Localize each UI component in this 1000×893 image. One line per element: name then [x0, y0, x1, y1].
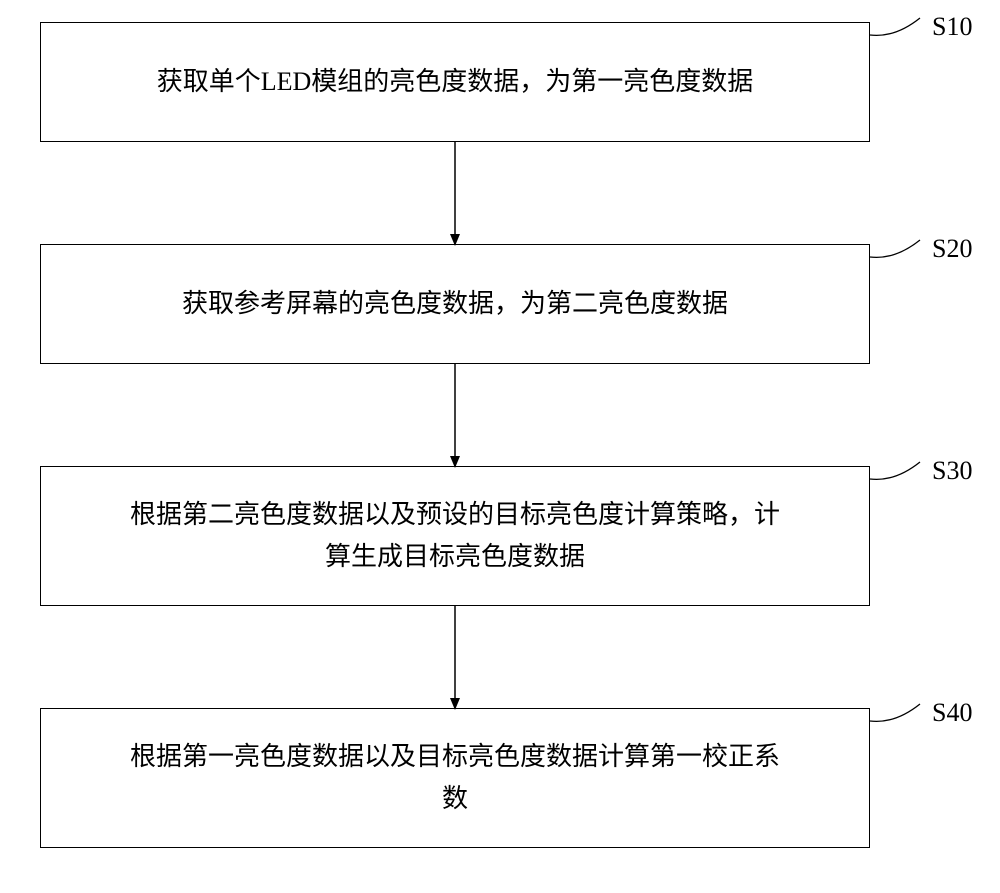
flowchart-label-s30: S30 [932, 456, 972, 486]
flowchart-label-s40: S40 [932, 698, 972, 728]
flowchart-node-s30-text: 根据第二亮色度数据以及预设的目标亮色度计算策略，计 算生成目标亮色度数据 [130, 494, 780, 577]
flowchart-callout-s40 [870, 704, 920, 721]
flowchart-node-s10-text: 获取单个LED模组的亮色度数据，为第一亮色度数据 [157, 61, 754, 103]
flowchart-callout-s20 [870, 240, 920, 257]
flowchart-node-s40: 根据第一亮色度数据以及目标亮色度数据计算第一校正系 数 [40, 708, 870, 848]
flowchart-label-s20: S20 [932, 234, 972, 264]
flowchart-callout-s10 [870, 18, 920, 35]
flowchart-node-s30: 根据第二亮色度数据以及预设的目标亮色度计算策略，计 算生成目标亮色度数据 [40, 466, 870, 606]
flowchart-callout-s30 [870, 462, 920, 479]
flowchart-canvas: 获取单个LED模组的亮色度数据，为第一亮色度数据 S10 获取参考屏幕的亮色度数… [0, 0, 1000, 893]
flowchart-label-s10: S10 [932, 12, 972, 42]
flowchart-node-s10: 获取单个LED模组的亮色度数据，为第一亮色度数据 [40, 22, 870, 142]
flowchart-node-s20-text: 获取参考屏幕的亮色度数据，为第二亮色度数据 [182, 283, 728, 325]
flowchart-node-s20: 获取参考屏幕的亮色度数据，为第二亮色度数据 [40, 244, 870, 364]
flowchart-node-s40-text: 根据第一亮色度数据以及目标亮色度数据计算第一校正系 数 [130, 736, 780, 819]
